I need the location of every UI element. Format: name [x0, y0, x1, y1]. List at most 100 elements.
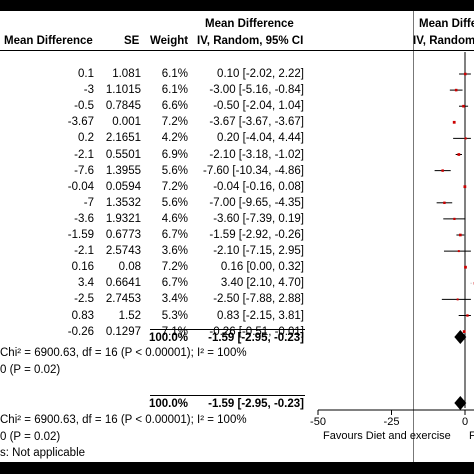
total-rule: [150, 395, 305, 396]
row-se: 2.1651: [105, 132, 141, 145]
header-mean-difference: Mean Difference: [4, 35, 93, 47]
row-weight: 6.7%: [161, 229, 188, 241]
row-md: -7.6: [74, 164, 94, 177]
row-se: 1.9321: [105, 212, 141, 225]
row-ci: -1.59 [-2.92, -0.26]: [209, 229, 304, 241]
overall-effect-text-2: 0 (P = 0.02): [0, 431, 61, 443]
study-point: [441, 169, 444, 172]
subtotal-rule: [150, 329, 305, 330]
study-point: [456, 298, 459, 301]
row-weight: 6.1%: [161, 84, 188, 97]
row-md: -3.67: [67, 116, 94, 129]
row-se: 0.001: [112, 116, 141, 129]
study-point: [457, 153, 461, 156]
row-ci: 3.40 [2.10, 4.70]: [220, 277, 304, 290]
row-weight: 3.6%: [161, 245, 188, 258]
row-weight: 5.6%: [161, 164, 188, 177]
row-md: 0.1: [78, 68, 94, 80]
row-md: -0.04: [67, 180, 94, 193]
row-se: 2.5743: [105, 245, 141, 258]
x-tick-label: -25: [384, 416, 400, 428]
header-weight: Weight: [150, 35, 189, 47]
row-se: 0.6641: [105, 277, 141, 290]
pooled-diamond: [454, 396, 467, 410]
row-ci: 0.20 [-4.04, 4.44]: [217, 132, 304, 145]
row-se: 1.1015: [105, 84, 141, 97]
subgroup-note: s: Not applicable: [0, 447, 86, 459]
favours-right-label: F: [469, 430, 474, 442]
study-point: [454, 88, 458, 92]
row-se: 0.08: [118, 261, 141, 274]
study-point: [462, 330, 466, 333]
row-ci: -0.26 [-0.51, -0.01]: [209, 325, 304, 338]
row-md: -1.59: [67, 229, 94, 241]
study-point: [453, 217, 456, 221]
row-ci: -7.60 [-10.34, -4.86]: [202, 164, 304, 177]
row-weight: 7.2%: [161, 116, 188, 129]
study-point: [457, 250, 460, 253]
row-weight: 7.1%: [161, 325, 188, 338]
row-md: -2.1: [74, 148, 94, 161]
row-se: 2.7453: [105, 293, 141, 306]
row-md: 0.2: [78, 132, 94, 145]
row-md: 0.16: [71, 261, 94, 274]
row-md: -2.1: [74, 245, 94, 258]
study-point: [452, 120, 456, 124]
header-plot-method: IV, Random: [413, 35, 474, 47]
row-se: 0.5501: [105, 148, 141, 161]
top-border: [0, 0, 474, 11]
total-weight: 100.0%: [148, 398, 188, 410]
row-ci: 0.83 [-2.15, 3.81]: [217, 309, 304, 322]
row-se: 1.52: [118, 309, 141, 322]
x-tick-label: -50: [310, 416, 326, 428]
row-weight: 6.7%: [161, 277, 188, 290]
study-point: [466, 314, 469, 317]
row-md: -0.26: [67, 325, 94, 338]
row-weight: 7.2%: [161, 180, 188, 193]
row-se: 1.3532: [105, 196, 141, 209]
pooled-diamond: [454, 330, 467, 344]
row-weight: 7.2%: [161, 261, 188, 274]
row-ci: 0.16 [0.00, 0.32]: [220, 261, 304, 274]
header-md-top: Mean Difference: [205, 18, 294, 30]
favours-left-label: Favours Diet and exercise: [323, 430, 451, 442]
study-point: [463, 185, 467, 189]
row-md: 3.4: [78, 277, 94, 290]
row-ci: -2.50 [-7.88, 2.88]: [213, 293, 304, 306]
row-md: -0.5: [74, 100, 94, 113]
plot-divider: [413, 11, 414, 462]
row-se: 0.0594: [105, 180, 141, 193]
bottom-border: [0, 462, 474, 474]
row-se: 1.081: [112, 68, 141, 80]
heterogeneity-text-1: Chi² = 6900.63, df = 16 (P < 0.00001); I…: [0, 347, 247, 359]
row-weight: 6.1%: [161, 68, 188, 80]
study-point: [464, 265, 467, 269]
header-md-method: IV, Random, 95% CI: [197, 35, 304, 47]
row-weight: 5.6%: [161, 196, 188, 209]
row-ci: -7.00 [-9.65, -4.35]: [209, 196, 304, 209]
study-point: [458, 233, 462, 237]
subtotal-weight: 100.0%: [148, 332, 188, 344]
row-weight: 5.3%: [161, 309, 188, 322]
row-ci: -3.67 [-3.67, -3.67]: [209, 116, 304, 129]
row-md: -3: [83, 84, 94, 97]
row-md: -7: [83, 196, 94, 209]
header-rule: [0, 50, 474, 51]
row-ci: -2.10 [-3.18, -1.02]: [209, 148, 304, 161]
row-ci: -0.50 [-2.04, 1.04]: [213, 100, 304, 113]
row-se: 1.3955: [105, 164, 141, 177]
row-weight: 6.6%: [161, 100, 188, 113]
row-md: -2.5: [74, 293, 94, 306]
row-md: 0.83: [71, 309, 94, 322]
row-ci: -3.60 [-7.39, 0.19]: [213, 212, 304, 225]
study-point: [464, 137, 467, 140]
header-se: SE: [124, 35, 140, 47]
row-weight: 4.2%: [161, 132, 188, 145]
heterogeneity-text-2: Chi² = 6900.63, df = 16 (P < 0.00001); I…: [0, 414, 247, 426]
row-weight: 4.6%: [161, 212, 188, 225]
total-ci: -1.59 [-2.95, -0.23]: [208, 398, 304, 410]
row-ci: -2.10 [-7.15, 2.95]: [213, 245, 304, 258]
row-md: -3.6: [74, 212, 94, 225]
row-weight: 3.4%: [161, 293, 188, 306]
